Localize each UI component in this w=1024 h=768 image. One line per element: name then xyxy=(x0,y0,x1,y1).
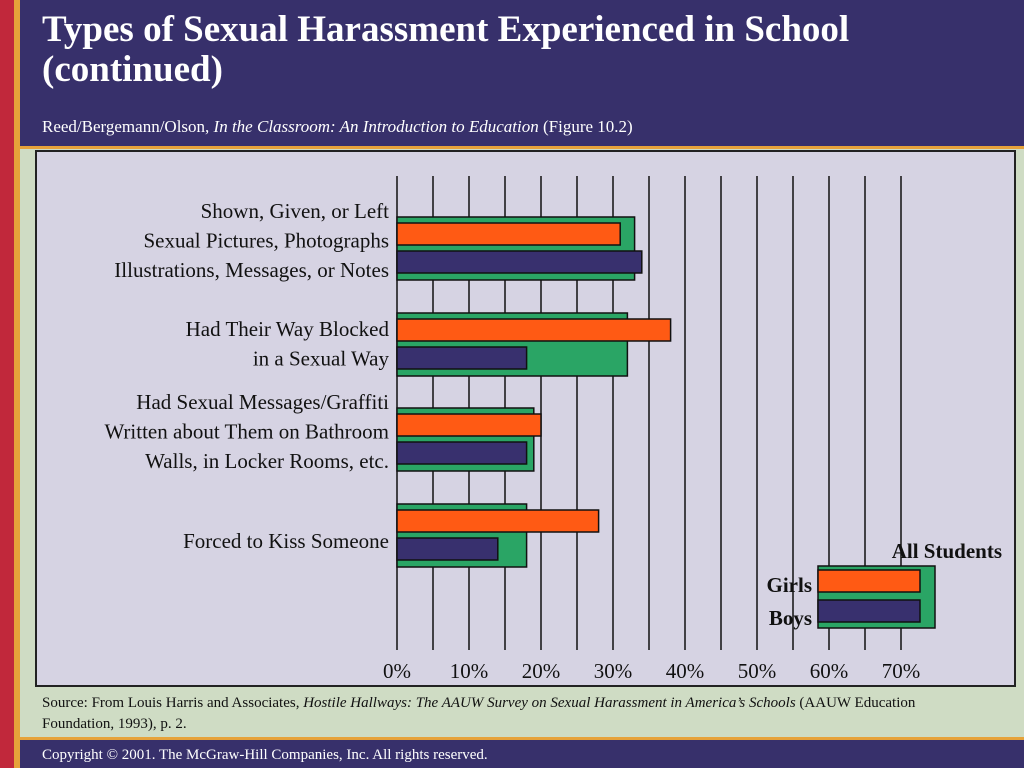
slide-subtitle: Reed/Bergemann/Olson, In the Classroom: … xyxy=(42,117,633,137)
copyright-text: Copyright © 2001. The McGraw-Hill Compan… xyxy=(42,747,488,763)
x-tick-label: 70% xyxy=(882,659,921,683)
subtitle-authors: Reed/Bergemann/Olson, xyxy=(42,117,210,136)
subtitle-book: In the Classroom: An Introduction to Edu… xyxy=(213,117,539,136)
bar-boys xyxy=(396,441,528,465)
x-tick-label: 40% xyxy=(666,659,705,683)
category-label: Illustrations, Messages, or Notes xyxy=(114,258,389,282)
category-label: Had Sexual Messages/Graffiti xyxy=(136,390,389,414)
category-label: Forced to Kiss Someone xyxy=(183,529,389,553)
category-label: Shown, Given, or Left xyxy=(201,199,390,223)
bar-girls xyxy=(396,413,542,437)
legend-swatch-boys xyxy=(817,599,921,623)
left-gold-stripe xyxy=(14,0,20,768)
source-title: Hostile Hallways: The AAUW Survey on Sex… xyxy=(303,695,796,711)
bar-boys xyxy=(396,250,643,274)
bar-boys xyxy=(396,537,499,561)
bar-girls xyxy=(396,222,621,246)
footer-divider xyxy=(20,737,1024,740)
source-prefix: Source: From Louis Harris and Associates… xyxy=(42,695,300,711)
legend-label-girls: Girls xyxy=(767,573,813,597)
title-line-2: (continued) xyxy=(42,49,223,90)
x-tick-label: 30% xyxy=(594,659,633,683)
left-red-stripe xyxy=(0,0,14,768)
x-tick-label: 60% xyxy=(810,659,849,683)
slide-footer xyxy=(20,740,1024,768)
category-label: in a Sexual Way xyxy=(253,347,390,371)
legend-label-boys: Boys xyxy=(769,606,812,630)
source-suffix: (AAUW Education Foundation, 1993), p. 2. xyxy=(42,695,916,732)
category-label: Had Their Way Blocked xyxy=(186,317,390,341)
legend-swatch-girls xyxy=(817,569,921,593)
x-tick-label: 10% xyxy=(450,659,489,683)
x-tick-label: 20% xyxy=(522,659,561,683)
bar-boys xyxy=(396,346,528,370)
slide-header xyxy=(20,0,1024,146)
category-label: Walls, in Locker Rooms, etc. xyxy=(145,449,389,473)
subtitle-figure: (Figure 10.2) xyxy=(542,117,633,136)
title-line-1: Types of Sexual Harassment Experienced i… xyxy=(42,9,850,50)
category-label: Written about Them on Bathroom xyxy=(104,420,389,444)
bar-girls xyxy=(396,509,600,533)
bar-girls xyxy=(396,318,672,342)
x-tick-label: 0% xyxy=(383,659,411,683)
category-label: Sexual Pictures, Photographs xyxy=(143,229,389,253)
legend-title: All Students xyxy=(892,539,1002,563)
slide-title: Types of Sexual Harassment Experienced i… xyxy=(42,10,1002,90)
header-divider xyxy=(20,146,1024,149)
source-note: Source: From Louis Harris and Associates… xyxy=(42,693,982,735)
x-tick-label: 50% xyxy=(738,659,777,683)
